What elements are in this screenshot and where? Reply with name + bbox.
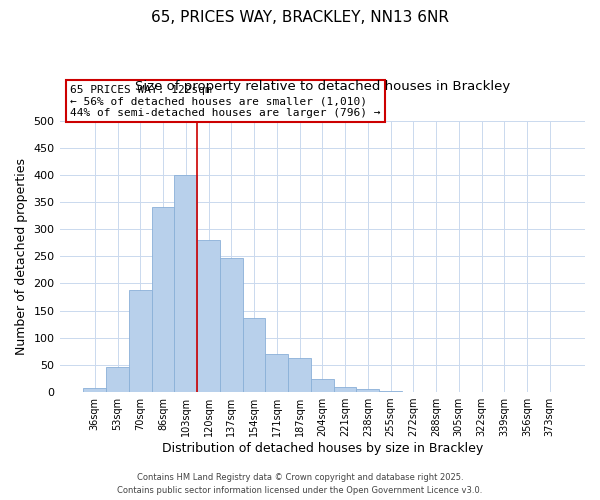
Y-axis label: Number of detached properties: Number of detached properties	[15, 158, 28, 355]
Bar	[242, 318, 265, 392]
Title: Size of property relative to detached houses in Brackley: Size of property relative to detached ho…	[134, 80, 510, 93]
Bar	[311, 378, 334, 392]
Bar	[129, 290, 152, 392]
Bar	[152, 208, 175, 392]
Bar	[379, 391, 402, 392]
Text: 65, PRICES WAY, BRACKLEY, NN13 6NR: 65, PRICES WAY, BRACKLEY, NN13 6NR	[151, 10, 449, 25]
Bar	[265, 354, 288, 392]
Bar	[356, 390, 379, 392]
X-axis label: Distribution of detached houses by size in Brackley: Distribution of detached houses by size …	[161, 442, 483, 455]
Bar	[220, 258, 242, 392]
Bar	[288, 358, 311, 392]
Bar	[197, 240, 220, 392]
Text: Contains HM Land Registry data © Crown copyright and database right 2025.
Contai: Contains HM Land Registry data © Crown c…	[118, 474, 482, 495]
Bar	[334, 386, 356, 392]
Bar	[83, 388, 106, 392]
Text: 65 PRICES WAY: 122sqm
← 56% of detached houses are smaller (1,010)
44% of semi-d: 65 PRICES WAY: 122sqm ← 56% of detached …	[70, 84, 380, 118]
Bar	[175, 175, 197, 392]
Bar	[106, 366, 129, 392]
